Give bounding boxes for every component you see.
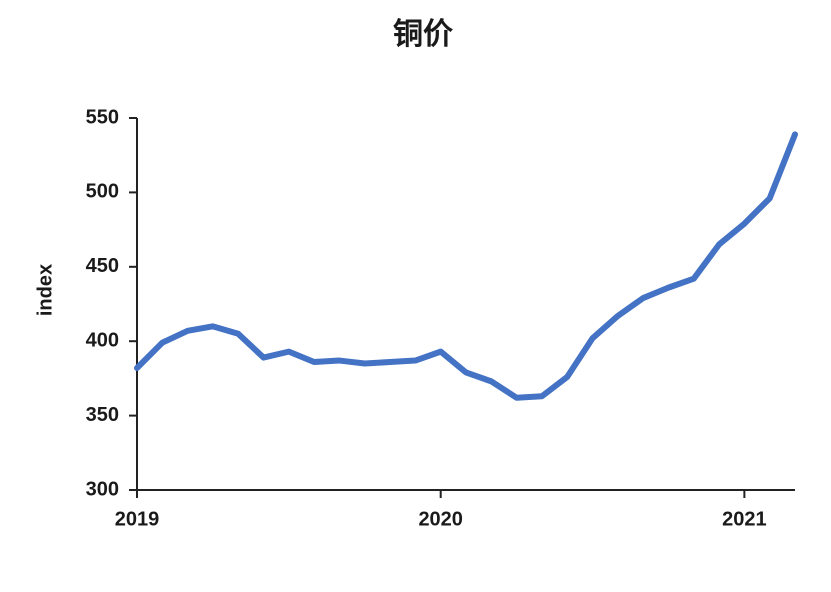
y-tick-label: 300 — [86, 478, 119, 500]
x-tick-label: 2020 — [418, 508, 463, 530]
y-tick-label: 450 — [86, 255, 119, 277]
y-tick-label: 550 — [86, 106, 119, 128]
y-axis-label: index — [34, 264, 56, 316]
y-tick-label: 500 — [86, 181, 119, 203]
x-tick-label: 2021 — [722, 508, 767, 530]
line — [134, 131, 798, 401]
x-tick-label: 2019 — [115, 508, 160, 530]
chart-title: 铜价 — [393, 18, 453, 51]
y-tick-label: 350 — [86, 404, 119, 426]
y-tick-label: 400 — [86, 329, 119, 351]
